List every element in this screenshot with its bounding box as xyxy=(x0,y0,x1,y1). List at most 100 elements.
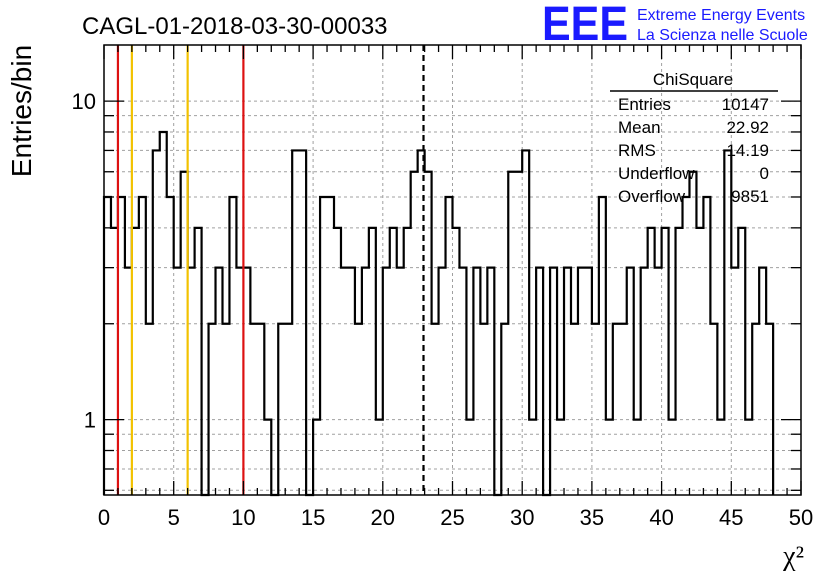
histogram-bin-55 xyxy=(487,268,494,495)
histogram-bin-8 xyxy=(160,132,167,495)
histogram-bin-13 xyxy=(195,228,202,495)
histogram-bin-94 xyxy=(759,268,766,495)
stats-value-mean: 22.92 xyxy=(726,118,769,137)
histogram-bin-68 xyxy=(578,268,585,495)
axes: 0 5 10 15 20 25 30 35 40 45 50 1 10 xyxy=(72,44,813,530)
stats-value-overflow: 9851 xyxy=(731,187,769,206)
histogram-bin-39 xyxy=(376,420,383,495)
histogram-bin-10 xyxy=(174,268,181,495)
stats-value-underflow: 0 xyxy=(760,164,769,183)
histogram-bin-95 xyxy=(766,324,773,495)
x-axis-label: χ² xyxy=(782,541,804,572)
stats-label-rms: RMS xyxy=(618,141,656,160)
histogram-bin-31 xyxy=(320,197,327,495)
histogram-bin-76 xyxy=(634,420,641,495)
histogram-bin-49 xyxy=(446,197,453,495)
histogram-bin-67 xyxy=(571,324,578,495)
histogram-bin-61 xyxy=(529,420,536,495)
histogram-bin-66 xyxy=(564,268,571,495)
histogram-bin-54 xyxy=(480,324,487,495)
y-tick-label-1: 10 xyxy=(72,89,96,114)
histogram-bin-92 xyxy=(745,420,752,495)
histogram-bin-51 xyxy=(459,268,466,495)
histogram-bin-43 xyxy=(404,228,411,495)
x-tick-label-0: 0 xyxy=(98,505,110,530)
histogram-bin-65 xyxy=(557,420,564,495)
histogram-bin-90 xyxy=(731,268,738,495)
stats-label-underflow: Underflow xyxy=(618,164,695,183)
histogram-bin-72 xyxy=(606,420,613,495)
histogram-bin-60 xyxy=(522,150,529,495)
histogram-bin-38 xyxy=(369,228,376,495)
histogram-bin-41 xyxy=(390,228,397,495)
histogram-bin-46 xyxy=(425,172,432,495)
histogram-bin-33 xyxy=(334,228,341,495)
y-tick-label-0: 1 xyxy=(84,408,96,433)
x-tick-label-1: 5 xyxy=(168,505,180,530)
histogram-bin-37 xyxy=(362,268,369,495)
histogram-outline xyxy=(102,130,775,497)
histogram-bin-28 xyxy=(299,150,306,495)
histogram-bin-93 xyxy=(752,324,759,495)
histogram-bin-25 xyxy=(278,324,285,495)
histogram-bin-27 xyxy=(292,150,299,495)
histogram-bin-52 xyxy=(466,420,473,495)
stats-value-entries: 10147 xyxy=(722,95,769,114)
histogram-bin-18 xyxy=(229,197,236,495)
x-tick-label-8: 40 xyxy=(649,505,673,530)
histogram-bin-40 xyxy=(383,268,390,495)
histogram-bin-64 xyxy=(550,268,557,495)
histogram-bin-16 xyxy=(216,268,223,495)
histogram-bin-9 xyxy=(167,197,174,495)
histogram-bin-75 xyxy=(627,268,634,495)
histogram-bin-50 xyxy=(453,228,460,495)
histogram-bin-6 xyxy=(146,324,153,495)
histogram-bin-74 xyxy=(620,324,627,495)
x-tick-label-4: 20 xyxy=(371,505,395,530)
histogram-bin-48 xyxy=(439,268,446,495)
grid xyxy=(104,45,801,495)
histogram-bin-30 xyxy=(313,420,320,495)
histogram-bin-84 xyxy=(689,172,696,495)
histogram-bin-35 xyxy=(348,268,355,495)
x-tick-label-2: 10 xyxy=(231,505,255,530)
x-tick-label-3: 15 xyxy=(301,505,325,530)
histogram-bin-5 xyxy=(139,197,146,495)
histogram-bin-83 xyxy=(683,197,690,495)
run-title: CAGL-01-2018-03-30-00033 xyxy=(82,13,388,40)
stats-label-entries: Entries xyxy=(618,95,671,114)
histogram-bin-78 xyxy=(648,228,655,495)
histogram-bin-36 xyxy=(355,324,362,495)
stats-value-rms: 14.19 xyxy=(726,141,769,160)
histogram-bin-70 xyxy=(592,324,599,495)
x-tick-label-5: 25 xyxy=(440,505,464,530)
histogram-bin-32 xyxy=(327,197,334,495)
histogram-bin-80 xyxy=(662,228,669,495)
x-tick-label-7: 35 xyxy=(580,505,604,530)
y-axis-label: Entries/bin xyxy=(6,45,37,177)
stats-box: ChiSquare Entries 10147 Mean 22.92 RMS 14.19 U… xyxy=(610,70,778,206)
histogram-bin-42 xyxy=(397,268,404,495)
histogram-bin-79 xyxy=(655,268,662,495)
histogram-bin-22 xyxy=(257,324,264,495)
histogram-bin-21 xyxy=(250,324,257,495)
histogram-bin-69 xyxy=(585,268,592,495)
histogram-bin-81 xyxy=(669,420,676,495)
histogram-bin-62 xyxy=(536,268,543,495)
histogram-bin-44 xyxy=(411,172,418,495)
stats-title: ChiSquare xyxy=(653,70,733,89)
histogram-bin-53 xyxy=(473,268,480,495)
histogram-bin-91 xyxy=(738,228,745,495)
histogram-bin-73 xyxy=(613,324,620,495)
histogram-bin-82 xyxy=(676,228,683,495)
histogram-bin-87 xyxy=(710,324,717,495)
org-name-line1: Extreme Energy Events xyxy=(637,7,805,24)
x-tick-label-6: 30 xyxy=(510,505,534,530)
histogram-bin-59 xyxy=(515,172,522,495)
histogram-bin-71 xyxy=(599,197,606,495)
histogram-bin-47 xyxy=(432,324,439,495)
eee-logo: EEE xyxy=(542,0,628,51)
histogram-bin-77 xyxy=(641,268,648,495)
stats-label-mean: Mean xyxy=(618,118,661,137)
